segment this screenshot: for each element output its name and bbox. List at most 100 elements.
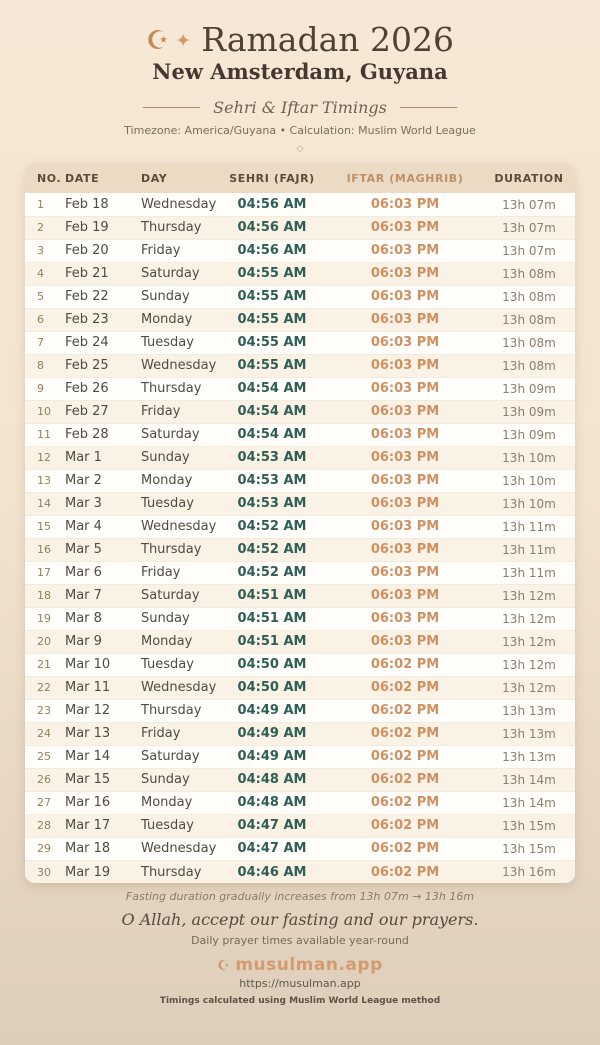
cell-sehri: 04:54 AM [217, 400, 327, 424]
cell-sehri: 04:53 AM [217, 446, 327, 470]
table-row: 13 Mar 2 Monday 04:53 AM 06:03 PM 13h 10m [25, 469, 575, 493]
cell-date: Mar 14 [65, 745, 141, 769]
cell-date: Feb 21 [65, 262, 141, 286]
cell-sehri: 04:51 AM [217, 584, 327, 608]
cell-date: Mar 19 [65, 864, 111, 880]
cell-date: Mar 4 [65, 515, 141, 539]
cell-iftar: 06:03 PM [327, 216, 483, 240]
cell-date: Feb 26 [65, 377, 141, 401]
cell-duration: 13h 07m [483, 193, 575, 217]
cell-sehri: 04:47 AM [217, 814, 327, 838]
cell-date: Mar 11 [65, 676, 141, 700]
brand-name: musulman.app [235, 955, 383, 976]
cell-no: 18 [25, 584, 65, 608]
cell-iftar: 06:03 PM [327, 354, 483, 378]
cell-sehri: 04:56 AM [217, 239, 327, 263]
cell-day: Thursday [141, 699, 217, 723]
cell-sehri: 04:49 AM [217, 699, 327, 723]
table-row: 19 Mar 8 Sunday 04:51 AM 06:03 PM 13h 12m [25, 607, 575, 631]
cell-iftar: 06:03 PM [327, 308, 483, 332]
cell-day: Tuesday [141, 653, 217, 677]
cell-day: Friday [141, 722, 217, 746]
cell-date: Mar 1 [65, 446, 141, 470]
col-header-no: NO. [25, 163, 65, 194]
cell-day: Friday [141, 400, 217, 424]
cell-date: Mar 17 [65, 814, 141, 838]
cell-no: 15 [25, 515, 65, 539]
cell-day: Saturday [141, 423, 217, 447]
cell-day: Wednesday [141, 515, 217, 539]
subtitle-text: Sehri & Iftar Timings [213, 98, 387, 118]
cell-day: Monday [141, 308, 217, 332]
cell-duration: 13h 08m [483, 354, 575, 378]
table-row: 23 Mar 12 Thursday 04:49 AM 06:02 PM 13h 13m [25, 699, 575, 723]
cell-iftar: 06:03 PM [327, 262, 483, 286]
cell-day: Saturday [141, 584, 217, 608]
cell-no: 14 [25, 492, 65, 516]
subtitle-divider: Sehri & Iftar Timings [0, 98, 600, 117]
cell-duration: 13h 14m [483, 791, 575, 815]
cell-no: 27 [25, 791, 65, 815]
table-row: 28 Mar 17 Tuesday 04:47 AM 06:02 PM 13h 15m [25, 814, 575, 838]
cell-date: Mar 13 [65, 722, 141, 746]
cell-sehri: 04:49 AM [217, 722, 327, 746]
cell-duration: 13h 11m [483, 515, 575, 539]
dua-text: O Allah, accept our fasting and our pray… [121, 910, 479, 930]
cell-iftar: 06:03 PM [327, 607, 483, 631]
cell-date: Mar 16 [65, 791, 141, 815]
cell-sehri: 04:52 AM [217, 561, 327, 585]
cell-duration: 13h 10m [483, 446, 575, 470]
col-header-duration: DURATION [483, 163, 575, 194]
table-row: 21 Mar 10 Tuesday 04:50 AM 06:02 PM 13h 12m [25, 653, 575, 677]
cell-iftar: 06:03 PM [327, 446, 483, 470]
cell-duration: 13h 09m [483, 400, 575, 424]
cell-duration: 13h 13m [483, 745, 575, 769]
table-row: 14 Mar 3 Tuesday 04:53 AM 06:03 PM 13h 10m [25, 492, 575, 516]
table-row: 24 Mar 13 Friday 04:49 AM 06:02 PM 13h 13m [25, 722, 575, 746]
cell-sehri: 04:48 AM [217, 791, 327, 815]
cell-sehri: 04:56 AM [217, 216, 327, 240]
cell-duration: 13h 08m [483, 262, 575, 286]
cell-sehri: 04:48 AM [217, 768, 327, 792]
cell-iftar: 06:03 PM [327, 492, 483, 516]
cell-no: 30 [37, 865, 51, 879]
table-row: 5 Feb 22 Sunday 04:55 AM 06:03 PM 13h 08m [25, 285, 575, 309]
cell-duration: 13h 07m [483, 239, 575, 263]
table-row: 29 Mar 18 Wednesday 04:47 AM 06:02 PM 13h 15m [25, 837, 575, 861]
cell-date: Mar 18 [65, 837, 141, 861]
cell-day: Monday [141, 630, 217, 654]
table-row: 8 Feb 25 Wednesday 04:55 AM 06:03 PM 13h 08m [25, 354, 575, 378]
brand-crescent-icon: ☪ [217, 958, 231, 975]
cell-no: 8 [25, 354, 65, 378]
cell-no: 6 [25, 308, 65, 332]
cell-day: Thursday [141, 377, 217, 401]
cell-day: Tuesday [141, 331, 217, 355]
cell-no: 2 [25, 216, 65, 240]
cell-date: Mar 2 [65, 469, 141, 493]
cell-date: Feb 20 [65, 239, 141, 263]
cell-no: 11 [25, 423, 65, 447]
cell-sehri: 04:50 AM [217, 653, 327, 677]
cell-duration: 13h 13m [483, 699, 575, 723]
cell-date: Feb 18 [65, 193, 141, 217]
cell-duration: 13h 10m [483, 469, 575, 493]
cell-sehri: 04:51 AM [217, 607, 327, 631]
crescent-moon-icon: ☪ [145, 26, 170, 56]
cell-duration: 13h 11m [483, 561, 575, 585]
cell-sehri: 04:55 AM [217, 285, 327, 309]
cell-iftar: 06:02 PM [327, 814, 483, 838]
cell-sehri: 04:55 AM [217, 331, 327, 355]
cell-duration: 13h 08m [483, 308, 575, 332]
cell-no: 24 [25, 722, 65, 746]
table-row: 4 Feb 21 Saturday 04:55 AM 06:03 PM 13h 08m [25, 262, 575, 286]
cell-no: 23 [25, 699, 65, 723]
brand-url[interactable]: https://musulman.app [239, 977, 361, 991]
cell-iftar: 06:03 PM [327, 561, 483, 585]
cell-iftar: 06:03 PM [327, 538, 483, 562]
cell-date: Feb 27 [65, 400, 141, 424]
cell-iftar: 06:02 PM [327, 653, 483, 677]
cell-no: 4 [25, 262, 65, 286]
sparkle-icon: ✦ [175, 30, 192, 52]
col-header-sehri: SEHRI (FAJR) [217, 163, 327, 194]
brand-link[interactable]: ☪ musulman.app [0, 955, 600, 975]
